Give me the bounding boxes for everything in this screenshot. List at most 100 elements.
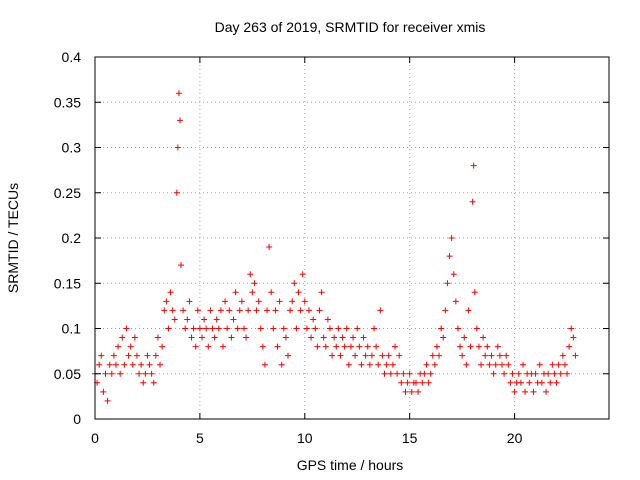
data-point [415, 388, 422, 395]
data-point [385, 352, 392, 359]
data-point [433, 343, 440, 350]
data-point [96, 361, 103, 368]
data-point [322, 343, 329, 350]
x-tick-label: 0 [91, 430, 99, 446]
data-point [459, 352, 466, 359]
data-point [280, 325, 287, 332]
chart-title: Day 263 of 2019, SRMTID for receiver xmi… [215, 19, 486, 35]
data-point [431, 361, 438, 368]
data-point [326, 325, 333, 332]
data-point [190, 325, 197, 332]
data-point [138, 361, 145, 368]
data-point [486, 361, 493, 368]
data-point [347, 343, 354, 350]
data-point [425, 379, 432, 386]
y-tick-label: 0.1 [62, 321, 82, 337]
data-point [142, 370, 149, 377]
data-point [570, 334, 577, 341]
data-point [543, 388, 550, 395]
data-point [174, 144, 181, 151]
data-point [446, 253, 453, 260]
data-point [454, 325, 461, 332]
data-point [98, 352, 105, 359]
data-point [387, 370, 394, 377]
data-point [503, 352, 510, 359]
data-point [352, 352, 359, 359]
data-point [232, 289, 239, 296]
data-point [335, 325, 342, 332]
data-point [125, 352, 132, 359]
data-point [475, 343, 482, 350]
data-point [470, 162, 477, 169]
y-tick-label: 0 [73, 411, 81, 427]
data-point [406, 370, 413, 377]
data-point [140, 379, 147, 386]
data-point [299, 271, 306, 278]
data-point [511, 388, 518, 395]
data-point [203, 325, 210, 332]
data-point [314, 343, 321, 350]
data-point [131, 334, 138, 341]
data-point [180, 307, 187, 314]
data-point [194, 307, 201, 314]
data-point [104, 397, 111, 404]
data-point [213, 316, 220, 323]
data-point [316, 307, 323, 314]
data-point [356, 343, 363, 350]
data-point [115, 343, 122, 350]
data-point [572, 352, 579, 359]
data-point [358, 361, 365, 368]
data-point [228, 334, 235, 341]
data-point [297, 307, 304, 314]
data-point [157, 361, 164, 368]
data-point [467, 343, 474, 350]
data-point [482, 352, 489, 359]
data-point [110, 352, 117, 359]
data-point [473, 325, 480, 332]
data-point [496, 352, 503, 359]
data-point [555, 361, 562, 368]
data-point [291, 280, 298, 287]
data-point [303, 325, 310, 332]
data-point [201, 316, 208, 323]
data-point [373, 343, 380, 350]
data-point [461, 334, 468, 341]
data-point [381, 370, 388, 377]
data-point [519, 361, 526, 368]
data-point [452, 298, 459, 305]
data-point [505, 361, 512, 368]
data-point [442, 307, 449, 314]
data-point [238, 298, 245, 305]
data-point [136, 370, 143, 377]
data-point [371, 325, 378, 332]
data-point [450, 271, 457, 278]
data-point [266, 244, 273, 251]
data-point [427, 370, 434, 377]
grid [95, 57, 609, 419]
data-point [224, 325, 231, 332]
data-point [207, 307, 214, 314]
data-point [163, 298, 170, 305]
data-point [423, 361, 430, 368]
data-point [564, 370, 571, 377]
data-point [354, 325, 361, 332]
data-point [337, 352, 344, 359]
data-point [102, 370, 109, 377]
data-point [245, 307, 252, 314]
data-point [559, 352, 566, 359]
data-point [557, 370, 564, 377]
data-point [165, 325, 172, 332]
data-point [272, 307, 279, 314]
data-point [379, 352, 386, 359]
data-point [209, 325, 216, 332]
data-point [331, 334, 338, 341]
data-point [551, 370, 558, 377]
data-point [255, 298, 262, 305]
data-point [494, 343, 501, 350]
data-point [488, 352, 495, 359]
data-point [478, 361, 485, 368]
y-tick-label: 0.15 [54, 275, 81, 291]
x-axis-label: GPS time / hours [297, 457, 404, 473]
data-point [404, 379, 411, 386]
data-point [100, 388, 107, 395]
